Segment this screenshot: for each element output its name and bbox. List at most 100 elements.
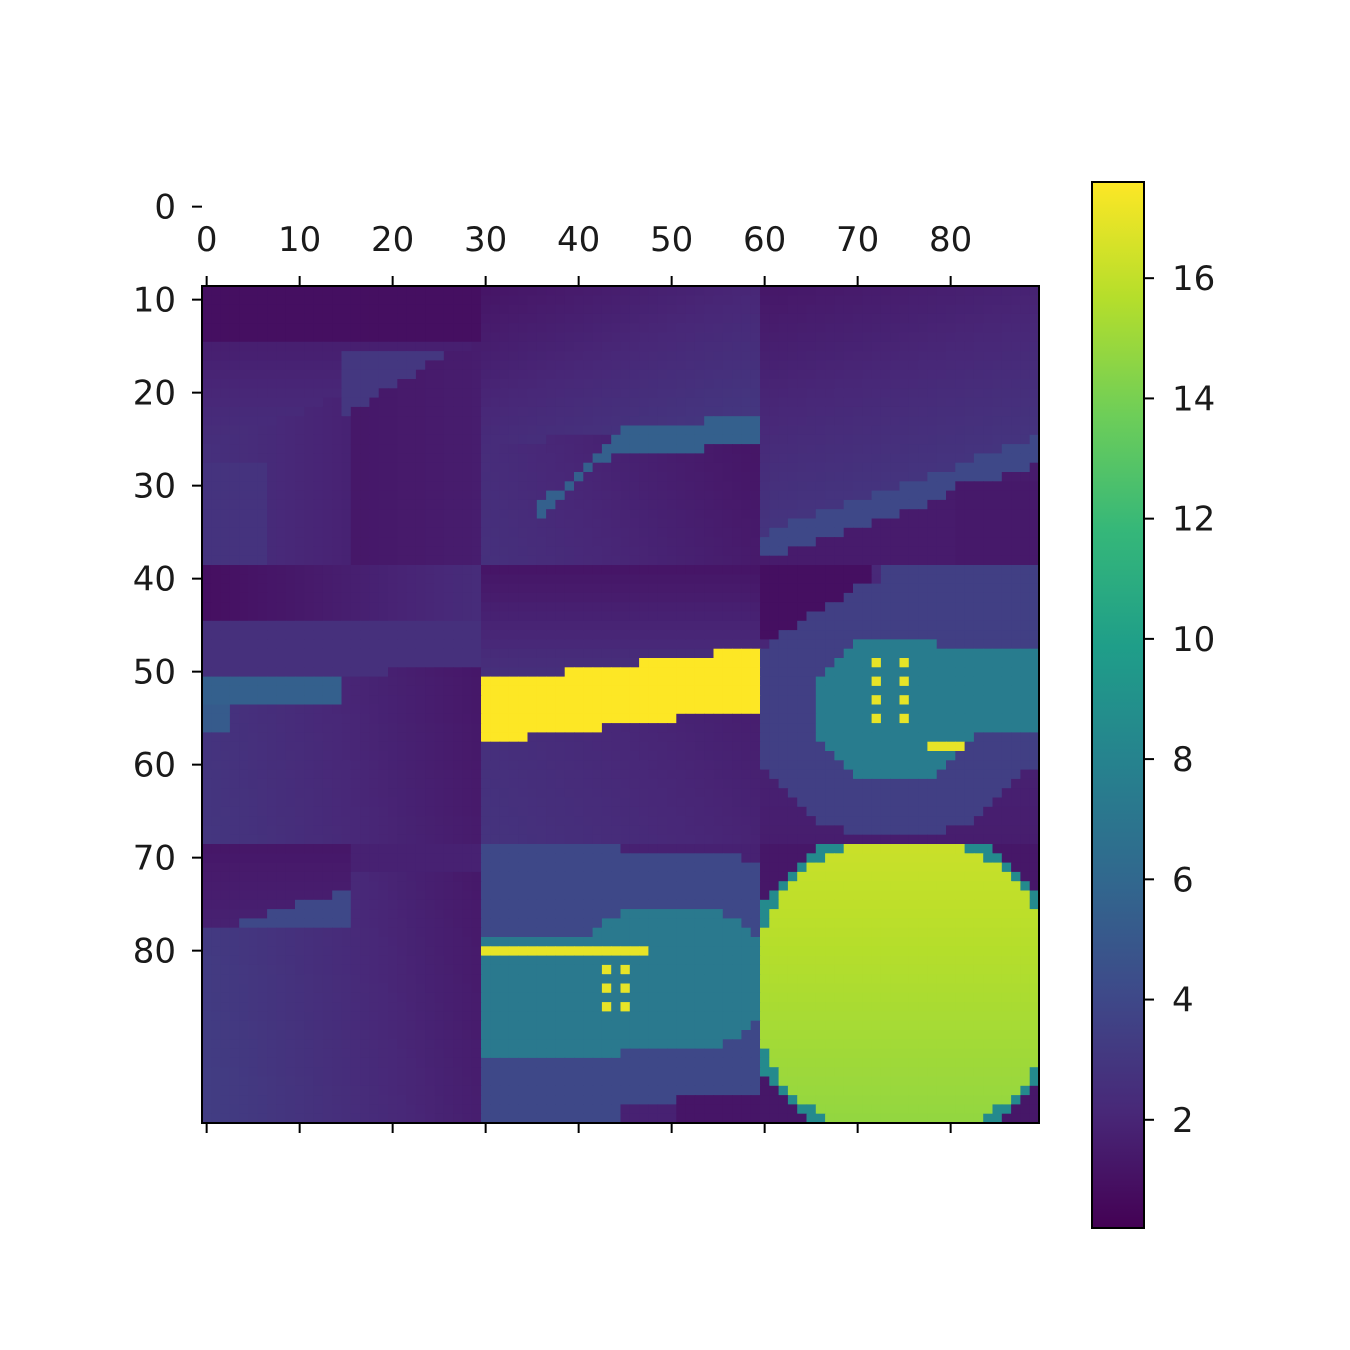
heatmap-cell (992, 499, 1003, 510)
heatmap-cell (592, 723, 603, 733)
heatmap-cell (973, 685, 984, 696)
heatmap-cell (332, 462, 343, 473)
heatmap-cell (629, 304, 640, 315)
heatmap-cell (313, 658, 324, 668)
heatmap-cell (676, 518, 687, 529)
heatmap-cell (202, 472, 212, 482)
heatmap-cell (471, 760, 482, 771)
heatmap-cell (313, 453, 324, 464)
heatmap-cell (388, 332, 398, 343)
heatmap-cell (639, 397, 649, 408)
heatmap-cell (927, 434, 938, 445)
heatmap-cell (341, 555, 352, 566)
heatmap-cell (536, 648, 547, 659)
heatmap-cell (1011, 332, 1021, 343)
heatmap-cell (490, 323, 501, 334)
heatmap-cell (369, 695, 380, 706)
heatmap-cell (880, 313, 891, 324)
heatmap-cell (239, 555, 250, 566)
heatmap-cell (704, 397, 715, 408)
heatmap-cell (927, 518, 938, 529)
heatmap-cell (946, 537, 956, 547)
heatmap-cell (797, 611, 808, 622)
heatmap-cell (453, 286, 463, 296)
heatmap-cell (434, 341, 445, 352)
heatmap-cell (276, 444, 287, 454)
heatmap-cell (564, 648, 575, 659)
heatmap-cell (360, 546, 370, 557)
heatmap-cell (639, 732, 649, 743)
heatmap-cell (983, 472, 994, 482)
heatmap-cell (425, 769, 436, 780)
heatmap-cell (778, 751, 789, 761)
heatmap-cell (853, 397, 863, 408)
heatmap-cell (806, 323, 817, 334)
heatmap-cell (574, 379, 584, 389)
heatmap-cell (406, 741, 417, 752)
heatmap-cell (936, 490, 947, 501)
heatmap-cell (853, 472, 863, 482)
heatmap-cell (536, 379, 547, 389)
heatmap-cell (639, 658, 649, 668)
heatmap-cell (360, 592, 370, 603)
heatmap-cell (1020, 434, 1031, 445)
heatmap-cell (648, 723, 659, 733)
heatmap-cell (527, 667, 538, 678)
heatmap-cell (676, 332, 687, 343)
heatmap-cell (453, 323, 463, 334)
heatmap-cell (676, 481, 687, 492)
heatmap-cell (220, 313, 231, 324)
heatmap-cell (983, 602, 994, 613)
heatmap-cell (378, 286, 389, 296)
heatmap-cell (434, 658, 445, 668)
heatmap-cell (1020, 490, 1031, 501)
heatmap-cell (508, 741, 519, 752)
heatmap-cell (443, 592, 454, 603)
heatmap-cell (369, 332, 380, 343)
heatmap-cell (285, 360, 296, 371)
heatmap-cell (574, 462, 584, 473)
heatmap-cell (332, 648, 343, 659)
heatmap-cell (778, 611, 789, 622)
heatmap-cell (322, 481, 333, 492)
heatmap-cell (536, 462, 547, 473)
heatmap-cell (267, 769, 277, 780)
heatmap-cell (350, 704, 361, 715)
heatmap-cell (694, 620, 705, 631)
heatmap-cell (341, 416, 352, 427)
heatmap-cell (1011, 369, 1021, 380)
heatmap-cell (899, 490, 910, 501)
heatmap-cell (546, 388, 556, 399)
heatmap-cell (787, 685, 798, 696)
heatmap-cell (732, 620, 742, 631)
heatmap-cell (992, 592, 1003, 603)
heatmap-cell (546, 695, 556, 706)
heatmap-cell (871, 406, 882, 417)
heatmap-cell (1001, 695, 1012, 706)
heatmap-cell (211, 490, 222, 501)
heatmap-cell (453, 416, 463, 427)
heatmap-cell (657, 620, 668, 631)
heatmap-cell (992, 778, 1003, 789)
heatmap-cell (536, 760, 547, 771)
heatmap-cell (202, 341, 212, 352)
heatmap-cell (815, 388, 826, 399)
heatmap-cell (406, 434, 417, 445)
heatmap-cell (583, 732, 594, 743)
heatmap-cell (601, 527, 612, 538)
heatmap-cell (462, 453, 473, 464)
heatmap-cell (350, 667, 361, 678)
heatmap-cell (611, 695, 622, 706)
heatmap-cell (415, 295, 426, 306)
heatmap-cell (778, 323, 789, 334)
heatmap-cell (815, 490, 826, 501)
heatmap-cell (239, 369, 250, 380)
heatmap-cell (787, 676, 798, 687)
heatmap-cell (211, 341, 222, 352)
heatmap-cell (592, 323, 603, 334)
heatmap-cell (667, 379, 677, 389)
heatmap-cell (732, 565, 742, 575)
heatmap-cell (1001, 379, 1012, 389)
heatmap-cell (267, 685, 277, 696)
heatmap-cell (741, 434, 752, 445)
